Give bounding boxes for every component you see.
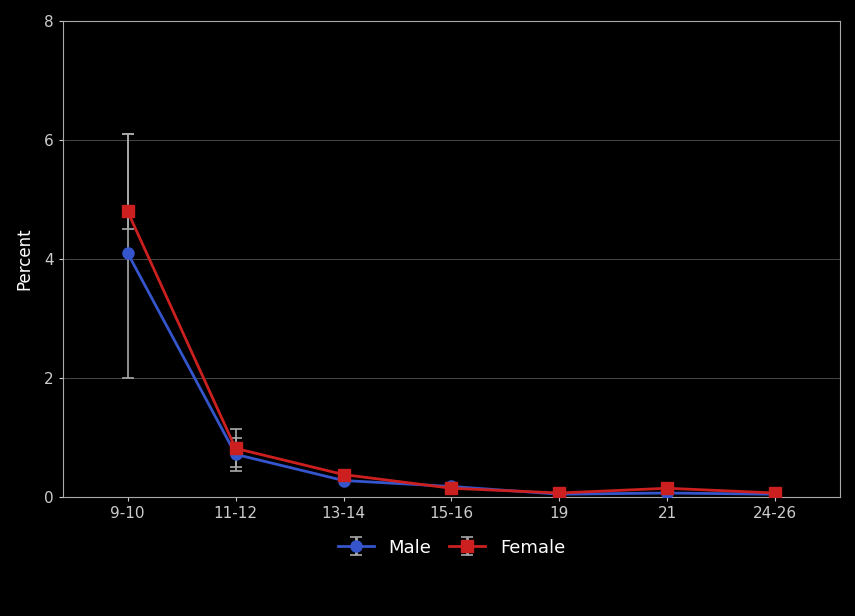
- Y-axis label: Percent: Percent: [15, 228, 33, 290]
- Legend: Male, Female: Male, Female: [331, 532, 572, 564]
